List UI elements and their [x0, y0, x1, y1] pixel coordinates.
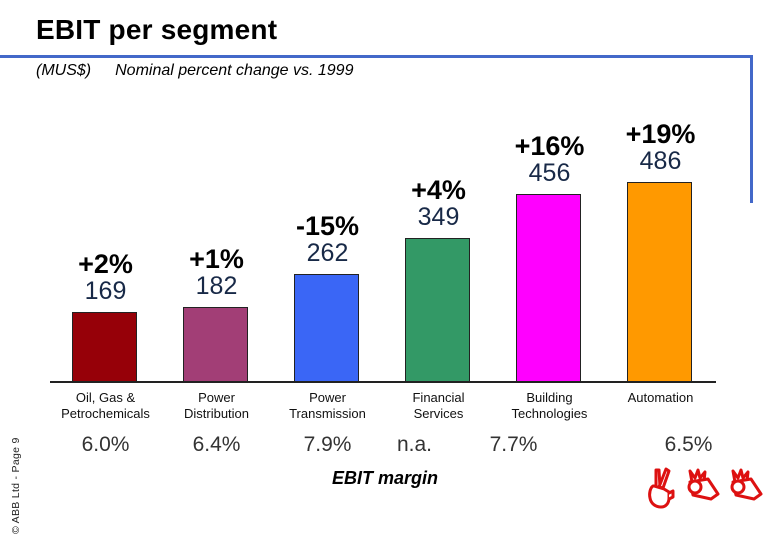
ebit-margin-value: n.a.: [396, 433, 433, 456]
x-axis-line: [50, 381, 716, 383]
chart-column: -15% 262 Power Transmission 7.9%: [272, 0, 383, 540]
change-label: +16%: [514, 131, 585, 161]
ebit-margin-value: 6.4%: [192, 433, 241, 456]
category-label: Building Technologies: [511, 390, 588, 421]
category-label: Automation: [627, 390, 694, 405]
ebit-margin-value: 6.5%: [664, 433, 713, 456]
change-label: +4%: [411, 175, 466, 205]
chart-column: +2% 169 Oil, Gas & Petrochemicals 6.0%: [50, 0, 161, 540]
ebit-margin-value: 7.7%: [489, 433, 538, 456]
header-rule-horizontal: [0, 55, 753, 58]
page-title: EBIT per segment: [36, 14, 278, 45]
category-label: Financial Services: [412, 390, 465, 421]
bar: [72, 312, 137, 382]
bar: [183, 307, 248, 382]
bar: [405, 238, 470, 382]
subtitle-text: Nominal percent change vs. 1999: [115, 62, 354, 79]
change-label: +1%: [189, 244, 244, 274]
value-label: 486: [639, 147, 682, 175]
units-label: (MUS$): [36, 62, 92, 79]
header-rule-vertical: [750, 55, 753, 203]
value-label: 262: [306, 239, 349, 267]
chart-column: +16% 456 Building Technologies 7.7%: [490, 0, 605, 540]
change-label: +19%: [625, 119, 696, 149]
chart-column: +19% 486 Automation 6.5%: [605, 0, 716, 540]
value-label: 456: [528, 159, 571, 187]
ebit-margin-value: 7.9%: [303, 433, 352, 456]
category-label: Oil, Gas & Petrochemicals: [61, 390, 150, 421]
bar: [516, 194, 581, 382]
category-label: Power Distribution: [183, 390, 250, 421]
chart-subtitle: (MUS$) Nominal percent change vs. 1999: [36, 62, 353, 80]
value-label: 182: [195, 272, 238, 300]
value-label: 349: [417, 203, 460, 231]
bar: [627, 182, 692, 382]
chart-column: +1% 182 Power Distribution 6.4%: [161, 0, 272, 540]
ebit-margin-value: 6.0%: [81, 433, 130, 456]
abb-hands-logo: [644, 466, 764, 512]
chart-column: +4% 349 Financial Services n.a.: [383, 0, 494, 540]
change-label: -15%: [295, 211, 360, 241]
category-label: Power Transmission: [289, 390, 366, 421]
copyright-page-number: © ABB Ltd - Page 9: [10, 437, 22, 534]
hand-ok-sign-icon: [724, 466, 764, 512]
hand-v-sign-icon: [644, 466, 678, 512]
bar: [294, 274, 359, 382]
value-label: 169: [84, 277, 127, 305]
hand-ok-sign-icon: [681, 466, 721, 512]
change-label: +2%: [78, 249, 133, 279]
ebit-margin-row-label: EBIT margin: [331, 468, 438, 488]
